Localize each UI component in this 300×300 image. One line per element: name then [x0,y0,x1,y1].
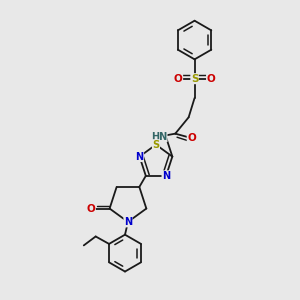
Text: O: O [207,74,215,84]
Text: N: N [136,152,144,162]
Text: N: N [162,171,170,181]
Text: O: O [174,74,183,84]
Text: O: O [86,204,95,214]
Text: S: S [191,74,198,84]
Text: O: O [187,133,196,143]
Text: N: N [124,217,132,227]
Text: S: S [152,140,160,150]
Text: HN: HN [151,132,167,142]
